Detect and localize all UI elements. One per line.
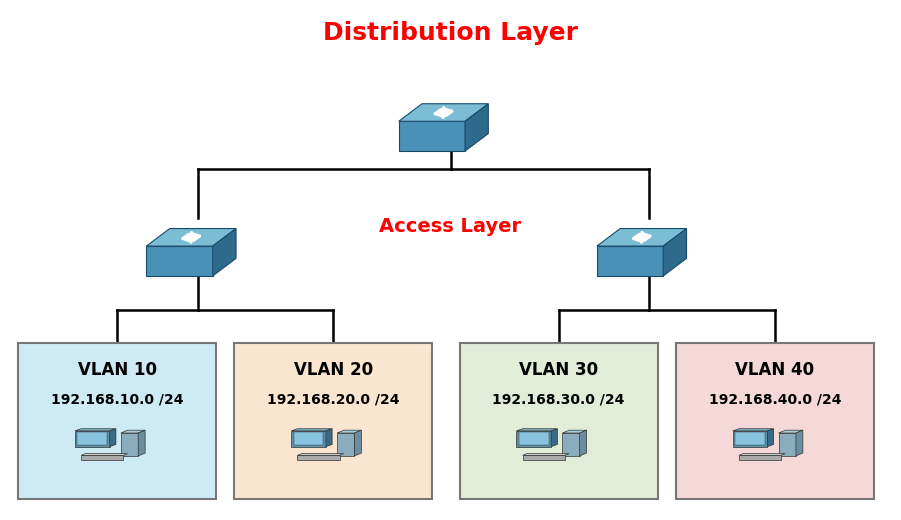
Polygon shape <box>768 428 774 447</box>
Polygon shape <box>146 246 213 276</box>
Polygon shape <box>291 428 332 431</box>
Polygon shape <box>597 229 687 246</box>
Polygon shape <box>291 431 326 447</box>
Polygon shape <box>519 432 549 445</box>
Polygon shape <box>398 121 465 151</box>
Text: VLAN 20: VLAN 20 <box>294 361 373 380</box>
Polygon shape <box>326 428 332 447</box>
Text: VLAN 30: VLAN 30 <box>519 361 598 380</box>
Polygon shape <box>735 432 765 445</box>
Polygon shape <box>337 430 361 433</box>
Polygon shape <box>562 433 579 456</box>
Polygon shape <box>597 246 663 276</box>
Polygon shape <box>146 229 236 246</box>
Polygon shape <box>733 428 774 431</box>
FancyBboxPatch shape <box>676 343 874 499</box>
Polygon shape <box>297 453 343 456</box>
Polygon shape <box>523 456 565 461</box>
Text: 192.168.30.0 /24: 192.168.30.0 /24 <box>493 393 624 407</box>
Polygon shape <box>739 453 785 456</box>
Polygon shape <box>796 430 803 456</box>
Polygon shape <box>778 430 803 433</box>
Text: VLAN 10: VLAN 10 <box>77 361 157 380</box>
Text: 192.168.10.0 /24: 192.168.10.0 /24 <box>50 393 184 407</box>
Polygon shape <box>75 428 116 431</box>
Polygon shape <box>138 430 145 456</box>
Text: Access Layer: Access Layer <box>379 217 522 236</box>
Text: VLAN 40: VLAN 40 <box>735 361 815 380</box>
Polygon shape <box>398 104 488 121</box>
Polygon shape <box>562 430 587 433</box>
Polygon shape <box>663 229 687 276</box>
Polygon shape <box>354 430 361 456</box>
Polygon shape <box>579 430 587 456</box>
Text: Distribution Layer: Distribution Layer <box>323 21 578 45</box>
Polygon shape <box>337 433 354 456</box>
Polygon shape <box>516 428 558 431</box>
Text: 192.168.20.0 /24: 192.168.20.0 /24 <box>267 393 400 407</box>
FancyBboxPatch shape <box>234 343 432 499</box>
Text: 192.168.40.0 /24: 192.168.40.0 /24 <box>708 393 842 407</box>
Polygon shape <box>297 456 340 461</box>
FancyBboxPatch shape <box>460 343 658 499</box>
Polygon shape <box>110 428 116 447</box>
Polygon shape <box>81 456 123 461</box>
Polygon shape <box>516 431 551 447</box>
Polygon shape <box>733 431 768 447</box>
FancyBboxPatch shape <box>18 343 216 499</box>
Polygon shape <box>121 430 145 433</box>
Polygon shape <box>213 229 236 276</box>
Polygon shape <box>81 453 127 456</box>
Polygon shape <box>551 428 558 447</box>
Polygon shape <box>294 432 323 445</box>
Polygon shape <box>121 433 138 456</box>
Polygon shape <box>778 433 796 456</box>
Polygon shape <box>77 432 107 445</box>
Polygon shape <box>523 453 569 456</box>
Polygon shape <box>75 431 110 447</box>
Polygon shape <box>739 456 781 461</box>
Polygon shape <box>465 104 488 151</box>
